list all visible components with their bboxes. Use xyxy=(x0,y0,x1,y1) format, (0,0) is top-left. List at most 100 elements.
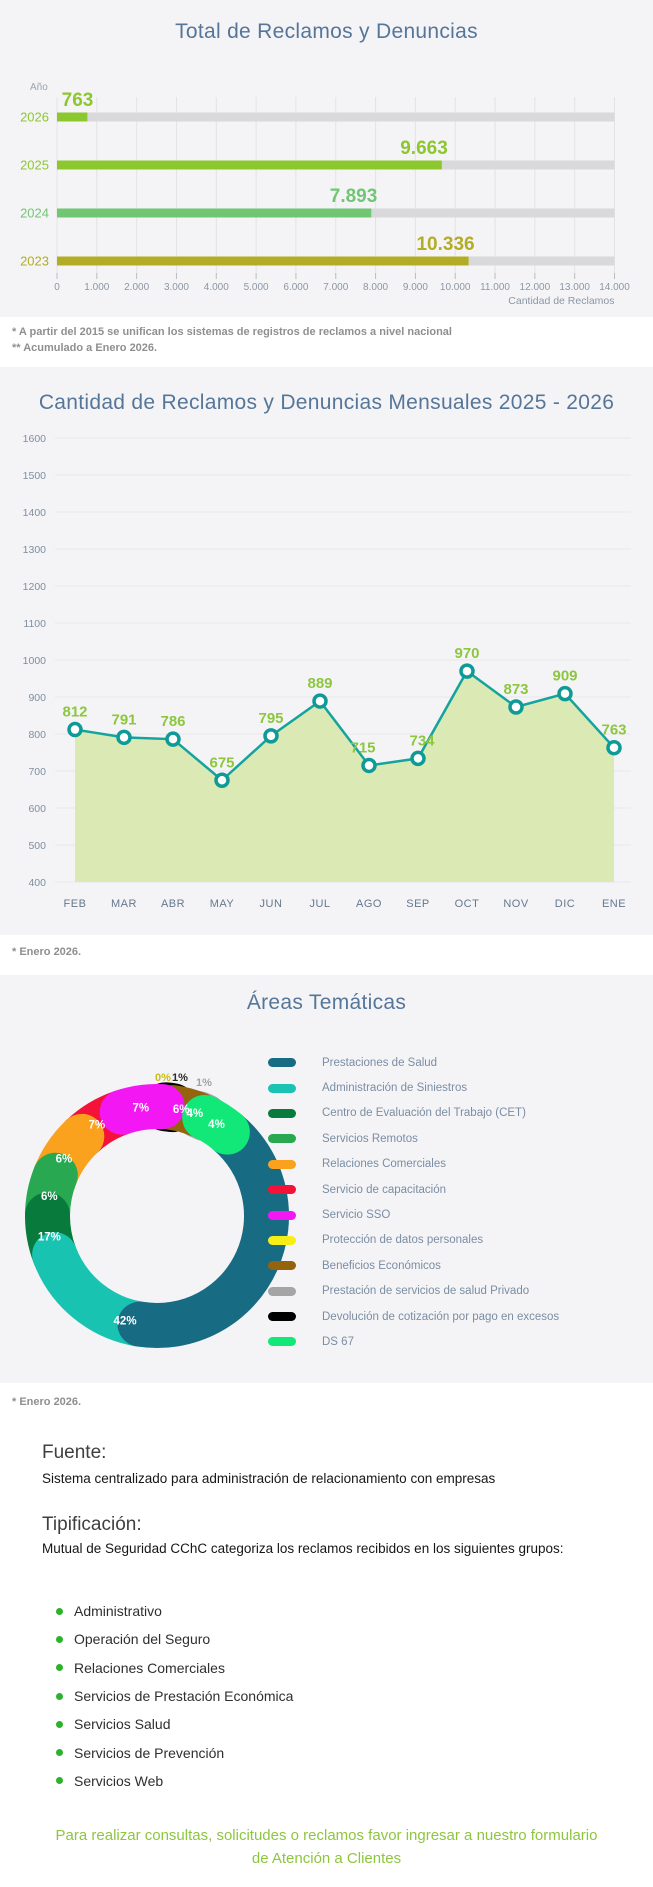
line-point-label: 909 xyxy=(552,668,577,685)
bar-tick-label: 10.000 xyxy=(440,282,471,293)
line-point-label: 970 xyxy=(454,645,479,662)
bar-tick-label: 11.000 xyxy=(480,282,510,293)
legend-item[interactable]: Prestación de servicios de salud Privado xyxy=(268,1279,559,1304)
line-month-label: ENE xyxy=(602,898,626,910)
line-point-label: 715 xyxy=(350,739,375,756)
bar-track xyxy=(57,112,615,122)
bullet-dot-icon xyxy=(56,1664,63,1672)
legend-item[interactable]: Protección de datos personales xyxy=(268,1228,559,1253)
legend-swatch xyxy=(268,1083,296,1093)
line-ytick-label: 1300 xyxy=(23,544,47,556)
line-point-label: 873 xyxy=(503,681,528,698)
line-month-label: SEP xyxy=(406,898,430,910)
legend-swatch xyxy=(268,1210,296,1220)
bullet-dot-icon xyxy=(56,1635,63,1643)
legend-item[interactable]: Prestaciones de Salud xyxy=(268,1050,559,1075)
footer-line-1: Para realizar consultas, solicitudes o r… xyxy=(55,1827,598,1844)
line-point-label: 734 xyxy=(409,732,435,749)
donut-segment xyxy=(141,1082,197,1133)
line-area-fill xyxy=(75,671,614,882)
donut-segment-label: 4% xyxy=(208,1119,225,1131)
legend-swatch xyxy=(268,1108,296,1118)
bar-tick-label: 6.000 xyxy=(283,282,308,293)
line-ytick-label: 1200 xyxy=(23,581,47,593)
bar-tick-label: 1.000 xyxy=(84,282,109,293)
line-chart-section: Cantidad de Reclamos y Denuncias Mensual… xyxy=(0,367,653,935)
line-month-label: NOV xyxy=(503,898,529,910)
legend-item[interactable]: Servicios Remotos xyxy=(268,1126,559,1151)
donut-segment xyxy=(32,1232,163,1347)
line-month-label: JUL xyxy=(309,898,330,910)
bar-category-label: 2025 xyxy=(20,158,49,173)
group-item: Servicios de Prevención xyxy=(56,1738,293,1766)
tipificacion-body: Mutual de Seguridad CChC categoriza los … xyxy=(42,1541,564,1556)
legend-label: Devolución de cotización por pago en exc… xyxy=(322,1310,560,1323)
legend-item[interactable]: Relaciones Comerciales xyxy=(268,1152,559,1177)
footer-note: Para realizar consultas, solicitudes o r… xyxy=(0,1824,653,1870)
legend-swatch xyxy=(268,1337,296,1347)
line-point-label: 795 xyxy=(258,710,283,727)
line-marker xyxy=(312,693,328,709)
line-marker xyxy=(67,721,83,738)
legend-item[interactable]: DS 67 xyxy=(268,1329,559,1354)
donut-segment xyxy=(182,1094,250,1155)
line-ytick-label: 1400 xyxy=(23,507,47,519)
line-marker xyxy=(165,731,181,747)
line-ytick-label: 1500 xyxy=(23,470,47,482)
legend-swatch xyxy=(268,1286,296,1296)
group-label: Servicios Web xyxy=(74,1772,164,1789)
bar-chart-section: Total de Reclamos y Denuncias 0 1.000 2.00… xyxy=(0,0,653,317)
donut-segment-label: 6% xyxy=(173,1104,190,1116)
bullet-dot-icon xyxy=(56,1692,63,1700)
group-item: Servicios Web xyxy=(56,1767,293,1795)
bullet-dot-icon xyxy=(56,1749,63,1757)
line-point-label: 675 xyxy=(209,754,234,771)
info-section: * Enero 2026. Fuente: Sistema centraliza… xyxy=(0,1383,653,1887)
donut-segment-label: 42% xyxy=(114,1316,137,1328)
legend-item[interactable]: Devolución de cotización por pago en exc… xyxy=(268,1304,559,1329)
group-label: Servicios de Prestación Económica xyxy=(74,1688,294,1705)
bar-tick-label: 14.000 xyxy=(599,282,630,293)
line-chart-svg: 1600 1500 1400 1300 1200 1100 1000 900 800 700 600… xyxy=(23,433,631,910)
line-month-label: FEB xyxy=(64,898,87,910)
group-item: Relaciones Comerciales xyxy=(56,1654,293,1682)
line-ytick-label: 500 xyxy=(28,840,46,852)
fuente-heading: Fuente: xyxy=(42,1442,107,1463)
bar-tick-label: 0 xyxy=(54,282,60,293)
legend-item[interactable]: Beneficios Económicos xyxy=(268,1253,559,1278)
bar-footnotes-band: * A partir del 2015 se unifican los sist… xyxy=(0,317,653,367)
legend-item[interactable]: Servicio de capacitación xyxy=(268,1177,559,1202)
legend-label: Beneficios Económicos xyxy=(322,1259,441,1272)
line-ytick-label: 1100 xyxy=(23,618,46,630)
legend-label: Servicio de capacitación xyxy=(322,1183,447,1196)
footer-line-2: de Atención a Clientes xyxy=(251,1850,402,1867)
group-item: Servicios Salud xyxy=(56,1710,293,1738)
legend-item[interactable]: Servicio SSO xyxy=(268,1202,559,1227)
line-ytick-label: 600 xyxy=(28,803,46,815)
legend-label: Servicio SSO xyxy=(322,1209,391,1222)
donut-segment-label: 6% xyxy=(41,1191,58,1203)
donut-segment xyxy=(149,1085,221,1138)
donut-legend: Prestaciones de Salud Administración de S… xyxy=(268,1050,559,1355)
line-chart-title: Cantidad de Reclamos y Denuncias Mensual… xyxy=(38,391,615,414)
fuente-body: Sistema centralizado para administración… xyxy=(42,1471,496,1486)
line-point-label: 763 xyxy=(601,722,626,739)
legend-swatch xyxy=(268,1261,296,1271)
group-item: Servicios de Prestación Económica xyxy=(56,1682,293,1710)
bar-track xyxy=(57,160,615,170)
bar-tick-label: 4.000 xyxy=(204,282,229,293)
bar xyxy=(57,160,442,170)
bar-tick-label: 13.000 xyxy=(559,282,590,293)
legend-item[interactable]: Administración de Siniestros xyxy=(268,1075,559,1100)
legend-item[interactable]: Centro de Evaluación del Trabajo (CET) xyxy=(268,1101,559,1126)
bar-category-label: 2024 xyxy=(20,206,49,221)
donut-segment-label: 7% xyxy=(132,1103,149,1115)
donut-segment xyxy=(117,1109,289,1348)
legend-swatch xyxy=(268,1159,296,1169)
line-ytick-label: 800 xyxy=(28,729,46,741)
group-label: Operación del Seguro xyxy=(74,1631,211,1648)
legend-swatch xyxy=(268,1134,296,1144)
donut-chart-section: Áreas Temáticas 42% 17% 6% 6% 7% 7% 6% 4% 4% 0% 1%… xyxy=(0,975,653,1383)
bar-tick-label: 7.000 xyxy=(323,282,348,293)
